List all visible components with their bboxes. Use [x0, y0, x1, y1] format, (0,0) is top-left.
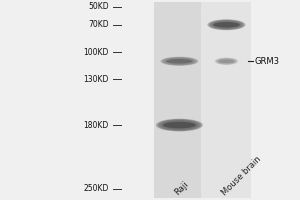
- Ellipse shape: [208, 20, 244, 30]
- Text: 70KD: 70KD: [88, 20, 109, 29]
- Ellipse shape: [160, 57, 199, 66]
- Ellipse shape: [158, 119, 201, 131]
- Text: Mouse brain: Mouse brain: [220, 154, 263, 197]
- Ellipse shape: [160, 120, 198, 130]
- Bar: [154, 2, 204, 198]
- Ellipse shape: [211, 20, 242, 29]
- Ellipse shape: [166, 59, 193, 64]
- Ellipse shape: [161, 57, 198, 66]
- Text: GRM3: GRM3: [254, 57, 279, 66]
- Bar: [202, 2, 251, 198]
- Text: 130KD: 130KD: [83, 75, 109, 84]
- Ellipse shape: [156, 119, 203, 131]
- Ellipse shape: [213, 22, 240, 28]
- Ellipse shape: [212, 21, 241, 29]
- Ellipse shape: [163, 122, 196, 128]
- Ellipse shape: [165, 58, 194, 65]
- Text: Raji: Raji: [173, 180, 190, 197]
- Text: 180KD: 180KD: [84, 121, 109, 130]
- Ellipse shape: [162, 120, 197, 130]
- Ellipse shape: [215, 58, 238, 65]
- Ellipse shape: [163, 57, 196, 65]
- Ellipse shape: [215, 58, 238, 65]
- Ellipse shape: [157, 119, 202, 131]
- Ellipse shape: [209, 20, 244, 30]
- Text: 50KD: 50KD: [88, 2, 109, 11]
- Ellipse shape: [216, 58, 236, 64]
- Ellipse shape: [210, 20, 243, 29]
- Ellipse shape: [207, 19, 246, 30]
- Text: 100KD: 100KD: [83, 48, 109, 57]
- Ellipse shape: [216, 58, 237, 65]
- Ellipse shape: [164, 58, 195, 65]
- Ellipse shape: [162, 57, 196, 65]
- Text: 250KD: 250KD: [83, 184, 109, 193]
- Ellipse shape: [217, 58, 236, 64]
- Ellipse shape: [159, 120, 200, 130]
- Ellipse shape: [218, 59, 235, 63]
